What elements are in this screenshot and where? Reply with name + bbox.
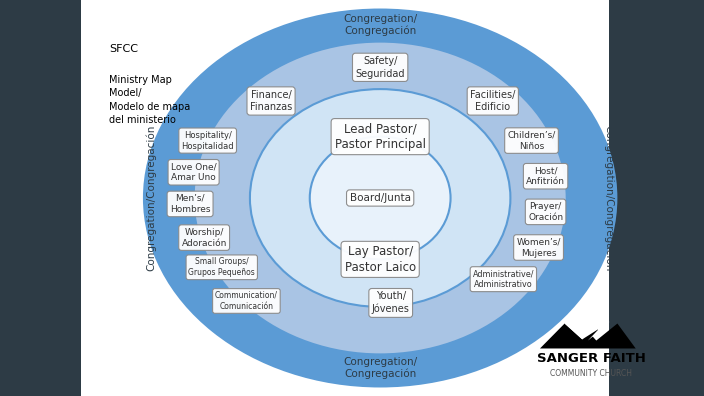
Text: Hospitality/
Hospitalidad: Hospitality/ Hospitalidad <box>182 131 234 150</box>
Text: SANGER FAITH: SANGER FAITH <box>537 352 646 366</box>
Text: Communication/
Comunicación: Communication/ Comunicación <box>215 291 278 311</box>
Ellipse shape <box>310 137 451 259</box>
Text: COMMUNITY CHURCH: COMMUNITY CHURCH <box>551 369 632 379</box>
Text: Women’s/
Mujeres: Women’s/ Mujeres <box>516 238 561 257</box>
Text: Small Groups/
Grupos Pequeños: Small Groups/ Grupos Pequeños <box>189 257 255 277</box>
Text: Safety/
Seguridad: Safety/ Seguridad <box>356 56 405 78</box>
Text: SFCC: SFCC <box>109 44 138 53</box>
Text: Men’s/
Hombres: Men’s/ Hombres <box>170 194 210 214</box>
Text: Congregation/Congregación: Congregation/Congregación <box>146 125 156 271</box>
Ellipse shape <box>250 89 510 307</box>
Text: Congregation/
Congregación: Congregation/ Congregación <box>343 357 417 379</box>
Text: Prayer/
Oración: Prayer/ Oración <box>528 202 563 222</box>
Text: Administrative/
Administrativo: Administrative/ Administrativo <box>472 269 534 289</box>
Text: Lead Pastor/
Pastor Principal: Lead Pastor/ Pastor Principal <box>334 122 426 151</box>
Text: Host/
Anfitrión: Host/ Anfitrión <box>526 166 565 186</box>
Text: Ministry Map
Model/
Modelo de mapa
del ministerio: Ministry Map Model/ Modelo de mapa del m… <box>109 75 190 125</box>
Text: Finance/
Finanzas: Finance/ Finanzas <box>250 90 292 112</box>
Text: Lay Pastor/
Pastor Laico: Lay Pastor/ Pastor Laico <box>344 245 416 274</box>
Ellipse shape <box>194 42 567 354</box>
Text: Love One/
Amar Uno: Love One/ Amar Uno <box>171 162 216 182</box>
Text: Facilities/
Edificio: Facilities/ Edificio <box>470 90 515 112</box>
Polygon shape <box>565 324 590 339</box>
Text: Board/Junta: Board/Junta <box>350 193 410 203</box>
Text: Youth/
Jóvenes: Youth/ Jóvenes <box>372 291 410 314</box>
Text: Children’s/
Niños: Children’s/ Niños <box>508 131 555 150</box>
FancyBboxPatch shape <box>81 0 609 396</box>
Ellipse shape <box>144 10 616 386</box>
Text: Worship/
Adoración: Worship/ Adoración <box>182 228 227 248</box>
Text: Congregation/
Congregación: Congregation/ Congregación <box>343 14 417 36</box>
Polygon shape <box>540 324 636 348</box>
Text: Congregation/Congregación: Congregation/Congregación <box>604 125 614 271</box>
